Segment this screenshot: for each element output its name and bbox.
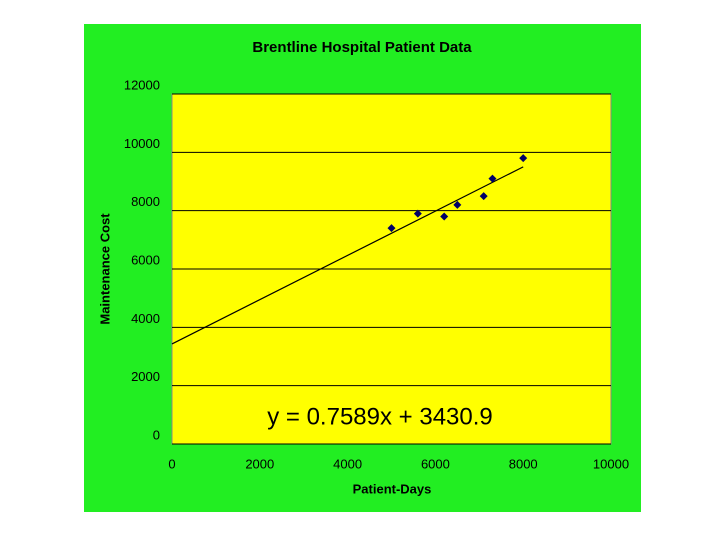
trendline <box>171 166 524 345</box>
data-point <box>479 192 488 201</box>
x-tick-label: 4000 <box>333 456 362 471</box>
y-tick-label: 8000 <box>131 194 160 209</box>
equation: y = 0.7589x + 3430.9 <box>267 403 493 430</box>
x-tick-label: 6000 <box>421 456 450 471</box>
y-tick-label: 2000 <box>131 369 160 384</box>
x-tick-label: 2000 <box>245 456 274 471</box>
data-point <box>387 224 396 233</box>
data-point <box>519 154 528 163</box>
data-point <box>440 212 449 221</box>
x-axis-label: Patient-Days <box>353 481 432 496</box>
y-tick-label: 10000 <box>124 136 160 151</box>
y-tick-label: 0 <box>153 427 160 442</box>
chart-title: Brentline Hospital Patient Data <box>252 39 472 56</box>
data-point <box>453 200 462 209</box>
y-tick-label: 6000 <box>131 252 160 267</box>
y-axis-label: Maintenance Cost <box>97 213 112 325</box>
data-point <box>413 209 422 218</box>
y-tick-label: 12000 <box>124 77 160 92</box>
y-tick-label: 4000 <box>131 311 160 326</box>
x-tick-label: 0 <box>168 456 175 471</box>
x-tick-label: 8000 <box>509 456 538 471</box>
data-point <box>488 174 497 183</box>
x-tick-label: 10000 <box>593 456 629 471</box>
